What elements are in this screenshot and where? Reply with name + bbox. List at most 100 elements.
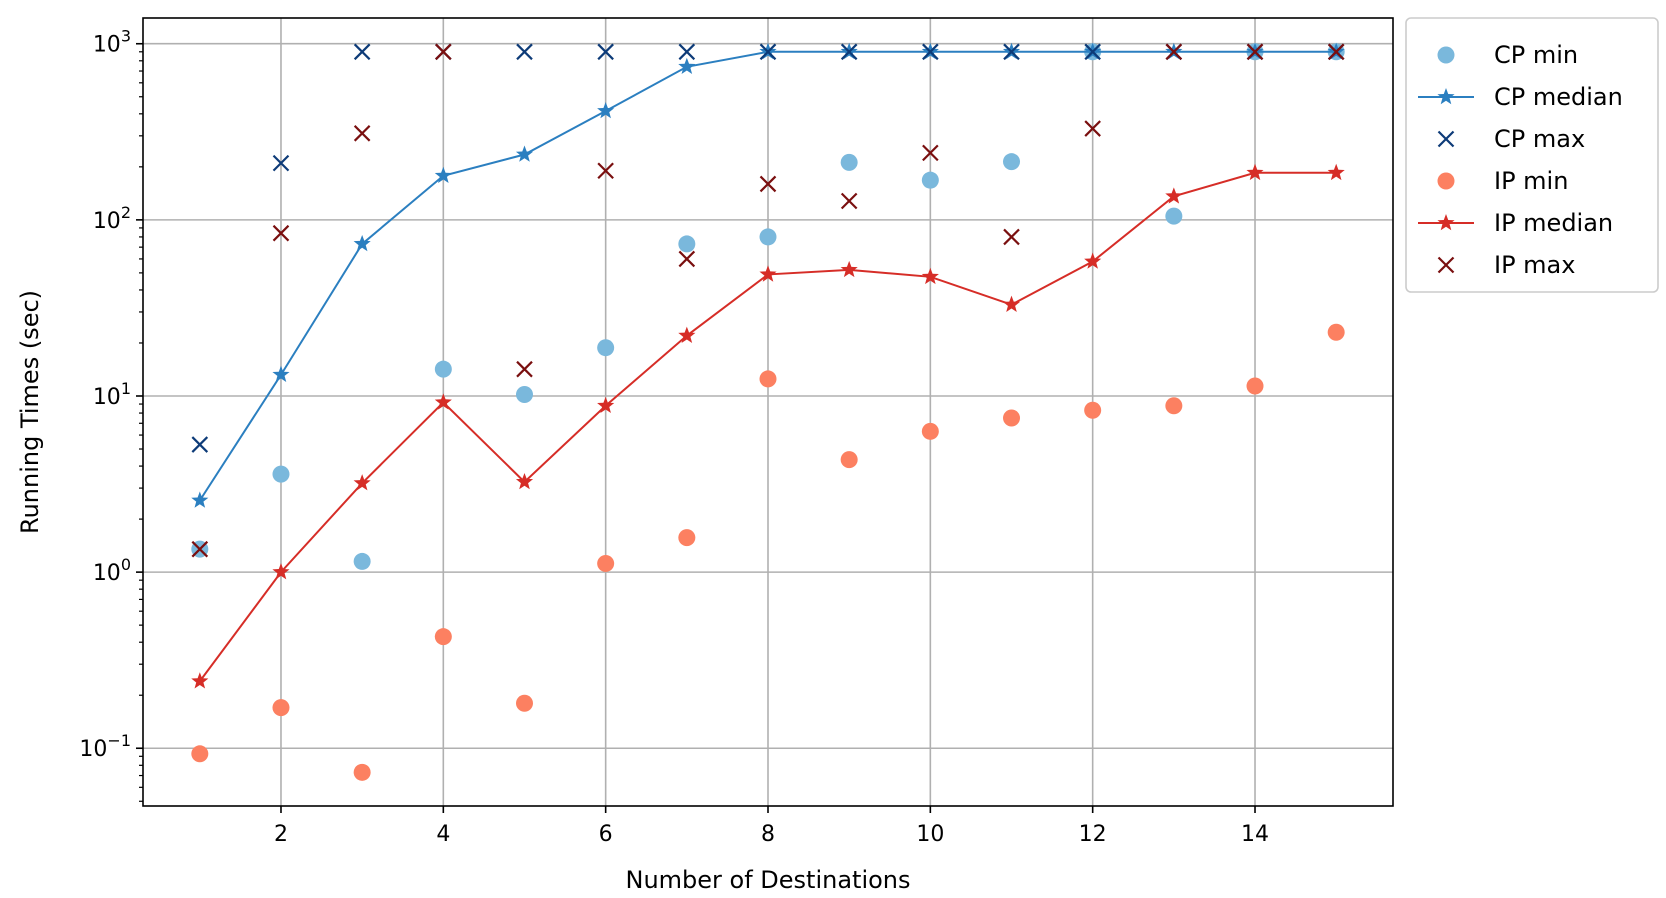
data-point-ip-min bbox=[759, 370, 777, 388]
data-point-ip-max bbox=[516, 360, 533, 378]
data-point-ip-max bbox=[435, 43, 452, 61]
data-point-ip-max bbox=[759, 175, 777, 193]
data-point-ip-median bbox=[1327, 163, 1345, 181]
data-point-ip-min bbox=[191, 745, 209, 763]
data-point-cp-median bbox=[515, 145, 534, 162]
data-point-cp-max bbox=[516, 43, 533, 61]
data-point-ip-max bbox=[678, 250, 696, 268]
data-point-ip-min bbox=[678, 529, 696, 547]
data-point-cp-min bbox=[678, 235, 696, 253]
legend-marker bbox=[1437, 214, 1455, 231]
data-point-ip-min bbox=[840, 451, 858, 469]
legend-marker bbox=[1437, 256, 1455, 274]
data-point-ip-min bbox=[434, 628, 452, 646]
data-point-cp-min bbox=[272, 465, 290, 483]
x-marker-stroke bbox=[678, 43, 696, 61]
data-point-ip-median bbox=[678, 326, 696, 343]
x-tick-label: 2 bbox=[274, 822, 288, 847]
data-point-cp-max bbox=[1084, 43, 1101, 61]
data-point-ip-max bbox=[922, 144, 939, 162]
x-marker-stroke bbox=[1327, 43, 1345, 61]
series-ip-max bbox=[191, 43, 1345, 558]
data-point-ip-min bbox=[597, 554, 615, 572]
x-marker-stroke bbox=[597, 162, 614, 180]
data-point-cp-median bbox=[191, 491, 209, 508]
x-marker-stroke bbox=[1003, 228, 1020, 246]
y-tick-label: 100 bbox=[93, 555, 131, 586]
data-point-cp-median bbox=[678, 57, 696, 75]
x-axis-label: Number of Destinations bbox=[625, 866, 910, 894]
x-marker-stroke bbox=[1246, 43, 1264, 61]
legend-entry-cp-min: CP min bbox=[1437, 41, 1578, 69]
x-marker-stroke bbox=[840, 192, 858, 210]
data-point-cp-max bbox=[922, 43, 939, 61]
series-layer bbox=[191, 42, 1345, 781]
legend-entry-ip-min: IP min bbox=[1437, 167, 1568, 195]
x-marker-stroke bbox=[516, 43, 533, 61]
data-point-ip-max bbox=[1003, 228, 1020, 246]
data-point-ip-median bbox=[515, 472, 534, 490]
x-marker-stroke bbox=[353, 125, 371, 142]
data-point-cp-max bbox=[597, 43, 614, 61]
data-point-ip-median bbox=[840, 260, 858, 278]
x-marker-stroke bbox=[1437, 256, 1455, 274]
data-point-cp-median bbox=[353, 234, 371, 252]
x-marker-stroke bbox=[1165, 43, 1183, 61]
data-point-ip-max bbox=[191, 540, 209, 558]
data-point-ip-median bbox=[921, 267, 939, 285]
x-marker-stroke bbox=[597, 43, 614, 61]
x-tick-label: 12 bbox=[1079, 822, 1107, 847]
data-point-cp-max bbox=[272, 154, 290, 172]
x-marker-stroke bbox=[840, 43, 858, 61]
data-point-ip-median bbox=[191, 672, 209, 689]
legend-label: CP max bbox=[1494, 125, 1585, 153]
data-point-ip-max bbox=[353, 125, 371, 142]
data-point-ip-median bbox=[1002, 295, 1021, 312]
grid bbox=[143, 18, 1393, 806]
x-marker-stroke bbox=[759, 43, 777, 61]
data-point-ip-median bbox=[759, 265, 777, 282]
data-point-ip-max bbox=[840, 192, 858, 210]
x-marker-stroke bbox=[1003, 43, 1020, 61]
x-tick-label: 8 bbox=[761, 822, 775, 847]
data-point-cp-median bbox=[597, 102, 615, 119]
x-marker-stroke bbox=[191, 540, 209, 558]
data-point-ip-median bbox=[1084, 252, 1102, 269]
y-tick-label: 10−1 bbox=[79, 731, 131, 762]
x-marker-stroke bbox=[353, 43, 371, 61]
x-marker-stroke bbox=[759, 175, 777, 193]
legend-marker bbox=[1437, 46, 1455, 64]
data-point-ip-max bbox=[597, 162, 614, 180]
data-point-cp-min bbox=[434, 360, 452, 378]
data-point-ip-median bbox=[272, 563, 290, 580]
legend-entry-cp-median: CP median bbox=[1418, 83, 1623, 111]
legend-marker bbox=[1437, 130, 1455, 148]
data-point-cp-max bbox=[1003, 43, 1020, 61]
data-point-ip-min bbox=[1165, 397, 1183, 415]
series-ip-min bbox=[191, 323, 1345, 781]
legend-label: CP min bbox=[1494, 41, 1578, 69]
legend-label: IP median bbox=[1494, 209, 1613, 237]
legend-entry-ip-max: IP max bbox=[1437, 251, 1575, 279]
data-point-cp-min bbox=[1003, 153, 1021, 171]
x-marker-stroke bbox=[1437, 130, 1455, 148]
y-tick-label: 102 bbox=[93, 203, 131, 234]
data-point-cp-max bbox=[191, 436, 209, 453]
x-marker-stroke bbox=[922, 43, 939, 61]
x-marker-stroke bbox=[272, 154, 290, 172]
legend-marker bbox=[1437, 88, 1455, 105]
legend-label: IP min bbox=[1494, 167, 1568, 195]
data-point-ip-min bbox=[272, 699, 290, 717]
data-point-cp-max bbox=[759, 43, 777, 61]
x-marker-stroke bbox=[922, 144, 939, 162]
x-marker-stroke bbox=[1084, 120, 1101, 137]
data-point-ip-max bbox=[1165, 43, 1183, 61]
x-tick-label: 14 bbox=[1241, 822, 1269, 847]
x-marker-stroke bbox=[1084, 43, 1101, 61]
data-point-ip-max bbox=[1327, 43, 1345, 61]
data-point-cp-min bbox=[759, 228, 777, 246]
y-tick-label: 103 bbox=[93, 27, 131, 58]
data-point-cp-min bbox=[1165, 207, 1183, 225]
data-point-ip-median bbox=[597, 396, 615, 414]
